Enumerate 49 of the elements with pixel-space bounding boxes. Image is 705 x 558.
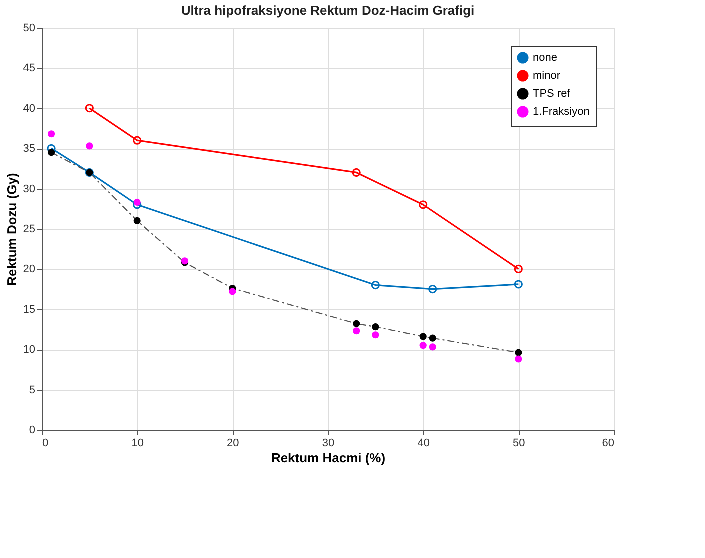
point [372, 332, 380, 339]
legend-label: 1.Fraksiyon [533, 106, 590, 118]
point [86, 142, 94, 150]
point [85, 104, 94, 113]
point [134, 198, 141, 206]
point [514, 264, 523, 274]
point [48, 149, 56, 156]
y-tick-label: 30 [23, 183, 36, 196]
legend-label: none [533, 52, 558, 64]
point [371, 281, 380, 290]
point [134, 217, 141, 224]
y-tick-label: 20 [23, 264, 36, 276]
legend-label: minor [533, 70, 561, 82]
point [353, 328, 360, 335]
y-tick-label: 45 [23, 62, 36, 75]
y-tick-label: 25 [23, 224, 36, 236]
y-tick-label: 0 [29, 424, 36, 436]
y-tick-label: 50 [23, 22, 36, 34]
x-tick-label: 30 [322, 438, 335, 450]
x-tick-label: 60 [602, 438, 614, 450]
x-tick-label: 50 [513, 438, 526, 450]
point [419, 200, 428, 210]
point [429, 334, 436, 342]
y-tick-label: 5 [29, 384, 36, 396]
point [420, 342, 427, 350]
y-axis-title: Rektum Dozu (Gy) [4, 173, 20, 286]
point [515, 349, 522, 356]
point [352, 168, 361, 177]
point [133, 136, 142, 145]
point [229, 288, 236, 296]
point [353, 320, 360, 328]
y-tick-label: 40 [23, 102, 36, 115]
point [514, 280, 523, 289]
y-tick-label: 10 [23, 344, 36, 356]
x-tick-label: 40 [418, 438, 430, 450]
chart-title: Ultra hipofraksiyone Rektum Doz-Hacim Grafigi [181, 3, 475, 18]
x-tick-label: 10 [132, 438, 144, 450]
point [429, 344, 436, 351]
x-axis-title: Rektum Hacmi (%) [271, 450, 386, 466]
legend-label: TPS ref [533, 88, 572, 100]
x-tick-label: 20 [227, 438, 240, 450]
y-tick-label: 15 [23, 304, 36, 316]
point [420, 333, 427, 340]
point [372, 324, 380, 331]
point [48, 130, 56, 138]
y-tick-label: 35 [23, 143, 36, 156]
x-tick-label: 0 [42, 438, 49, 450]
point [515, 356, 522, 363]
point [428, 285, 438, 294]
